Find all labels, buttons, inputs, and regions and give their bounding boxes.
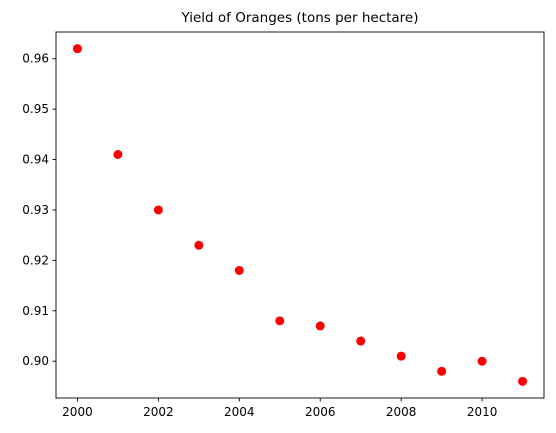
data-point [113, 150, 123, 160]
y-tick-label: 0.91 [22, 304, 49, 318]
y-tick-label: 0.93 [22, 203, 49, 217]
data-point [356, 336, 366, 346]
y-tick-label: 0.94 [22, 153, 49, 167]
x-axis: 2000 2002 2004 2006 2008 2010 [62, 398, 497, 419]
data-point [477, 356, 487, 366]
data-point [72, 44, 82, 54]
data-point [275, 316, 285, 326]
y-axis: 0.90 0.91 0.92 0.93 0.94 0.95 0.96 [22, 52, 56, 368]
y-tick-label: 0.95 [22, 102, 49, 116]
x-tick-label: 2000 [62, 405, 93, 419]
data-point [518, 376, 528, 386]
data-point [234, 265, 244, 275]
data-points [72, 44, 528, 386]
y-tick-label: 0.92 [22, 253, 49, 267]
x-tick-label: 2002 [143, 405, 174, 419]
y-tick-label: 0.96 [22, 52, 49, 66]
x-tick-label: 2010 [467, 405, 498, 419]
data-point [396, 351, 406, 361]
data-point [153, 205, 163, 215]
plot-area-frame [55, 31, 545, 399]
data-point [437, 366, 447, 376]
data-point [315, 321, 325, 331]
y-tick-label: 0.90 [22, 354, 49, 368]
x-tick-label: 2006 [305, 405, 336, 419]
x-tick-label: 2004 [224, 405, 255, 419]
data-point [194, 240, 204, 250]
x-tick-label: 2008 [386, 405, 417, 419]
chart-title: Yield of Oranges (tons per hectare) [180, 10, 418, 26]
